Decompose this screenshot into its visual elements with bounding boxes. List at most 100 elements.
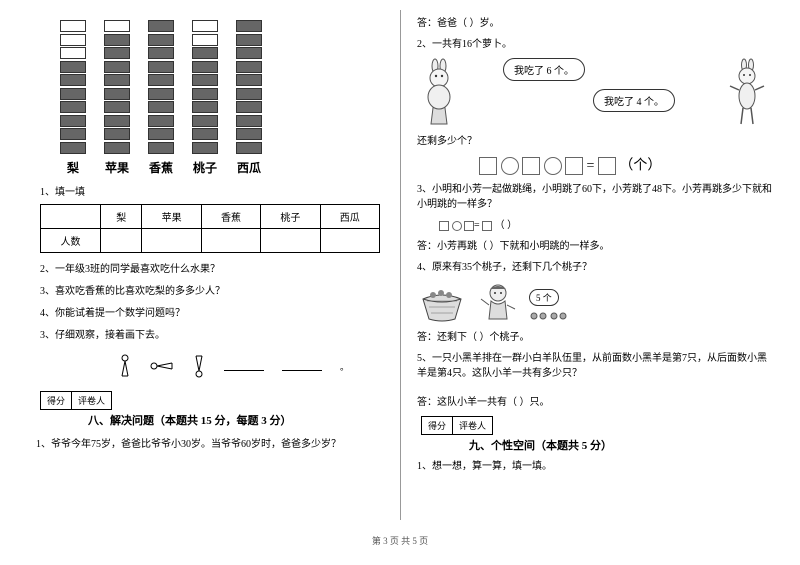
- eq-box-icon: [522, 157, 540, 175]
- chart-block: [192, 74, 218, 86]
- table-col: 桃子: [261, 205, 320, 229]
- small-circle-icon: [452, 221, 462, 231]
- chart-block: [192, 142, 218, 154]
- shape-3-icon: [192, 354, 206, 378]
- chart-block: [148, 20, 174, 32]
- table-col: 香蕉: [201, 205, 260, 229]
- table-cell: [142, 229, 201, 253]
- eq-suffix: （个）: [619, 158, 661, 173]
- rabbit-right-icon: [724, 58, 772, 128]
- small-peaches-icon: [529, 310, 569, 322]
- chart-block: [148, 61, 174, 73]
- section-8-title: 八、解决问题（本题共 15 分，每题 3 分）: [88, 412, 392, 428]
- score-label: 得分: [40, 391, 72, 410]
- q9-1-text: 1、想一想，算一算，填一填。: [417, 459, 772, 474]
- eq-circle-icon: [544, 157, 562, 175]
- chart-block: [192, 47, 218, 59]
- chart-label: 香蕉: [146, 159, 176, 176]
- basket-icon: [417, 281, 467, 323]
- small-box-icon: [464, 221, 474, 231]
- shape-pattern: 。: [118, 353, 392, 379]
- chart-block: [236, 128, 262, 140]
- speech-bubble-1: 我吃了 6 个。: [503, 58, 585, 81]
- chart-block: [104, 128, 130, 140]
- chart-block: [104, 20, 130, 32]
- equation-boxes: = （个）: [479, 155, 772, 176]
- page-container: 梨苹果香蕉桃子西瓜 1、填一填 梨 苹果 香蕉 桃子 西瓜 人数 2、一年级3班…: [0, 0, 800, 530]
- q4-text: 4、原来有35个桃子，还剩下几个桃子？: [417, 260, 772, 275]
- chart-block: [236, 34, 262, 46]
- score-box-right: 得分 评卷人: [421, 416, 772, 435]
- chart-label: 梨: [58, 159, 88, 176]
- row-header: 人数: [41, 229, 101, 253]
- speech-bubble-3: 5 个: [529, 289, 559, 306]
- table-col: 苹果: [142, 205, 201, 229]
- chart-block: [148, 74, 174, 86]
- score-label: 得分: [421, 416, 453, 435]
- chart-block: [60, 142, 86, 154]
- chart-block: [104, 34, 130, 46]
- chart-column: [146, 15, 176, 155]
- chart-block: [60, 47, 86, 59]
- q2-text: 2、一年级3班的同学最喜欢吃什么水果？: [40, 260, 392, 275]
- chart-block: [236, 61, 262, 73]
- chart-block: [148, 101, 174, 113]
- answer-5: 答：这队小羊一共有（ ）只。: [417, 395, 772, 410]
- chart-labels-row: 梨苹果香蕉桃子西瓜: [58, 159, 392, 176]
- fruit-bar-chart: [58, 15, 392, 155]
- chart-block: [60, 61, 86, 73]
- left-column: 梨苹果香蕉桃子西瓜 1、填一填 梨 苹果 香蕉 桃子 西瓜 人数 2、一年级3班…: [20, 10, 400, 520]
- chart-block: [60, 88, 86, 100]
- chart-block: [104, 61, 130, 73]
- section-9-title: 九、个性空间（本题共 5 分）: [469, 437, 772, 453]
- grader-label: 评卷人: [72, 391, 112, 410]
- page-footer: 第 3 页 共 5 页: [0, 534, 800, 547]
- q5-text: 5、一只小黑羊排在一群小白羊队伍里，从前面数小黑羊是第7只，从后面数小黑羊是第4…: [417, 351, 772, 381]
- answer-3: 答：小芳再跳（ ）下就和小明跳的一样多。: [417, 239, 772, 254]
- q4-text: 4、你能试着提一个数学问题吗？: [40, 304, 392, 319]
- chart-column: [234, 15, 264, 155]
- table-corner: [41, 205, 101, 229]
- rabbit-left-icon: [417, 58, 465, 128]
- chart-block: [192, 128, 218, 140]
- q1-label: 1、填一填: [40, 183, 392, 198]
- shape-1-icon: [118, 354, 132, 378]
- chart-label: 桃子: [190, 159, 220, 176]
- table-cell: [261, 229, 320, 253]
- chart-block: [104, 74, 130, 86]
- child-icon: [475, 281, 521, 323]
- eq-circle-icon: [501, 157, 519, 175]
- chart-block: [236, 47, 262, 59]
- chart-block: [104, 88, 130, 100]
- table-cell: [101, 229, 142, 253]
- q3-blank: （ ）: [495, 220, 518, 231]
- chart-block: [148, 128, 174, 140]
- chart-column: [102, 15, 132, 155]
- chart-block: [104, 142, 130, 154]
- period: 。: [340, 360, 349, 373]
- peach-illustration: 5 个: [417, 281, 772, 324]
- chart-column: [190, 15, 220, 155]
- chart-block: [236, 115, 262, 127]
- q2-label: 2、一共有16个萝卜。: [417, 37, 772, 52]
- q3-text: 3、小明和小芳一起做跳绳，小明跳了60下，小芳跳了48下。小芳再跳多少下就和小明…: [417, 182, 772, 212]
- chart-block: [148, 34, 174, 46]
- small-box-icon: [482, 221, 492, 231]
- table-cell: [320, 229, 379, 253]
- chart-block: [148, 115, 174, 127]
- chart-block: [104, 47, 130, 59]
- right-column: 答：爸爸（ ）岁。 2、一共有16个萝卜。 我吃了 6 个。 我吃了 4 个。: [400, 10, 780, 520]
- chart-block: [148, 88, 174, 100]
- answer-4: 答：还剩下（ ）个桃子。: [417, 330, 772, 345]
- chart-block: [148, 47, 174, 59]
- grader-label: 评卷人: [453, 416, 493, 435]
- small-eq: = （ ）: [439, 218, 772, 233]
- rabbit-illustration: 我吃了 6 个。 我吃了 4 个。: [417, 58, 772, 128]
- chart-block: [236, 101, 262, 113]
- chart-block: [60, 101, 86, 113]
- table-data-row: 人数: [41, 229, 380, 253]
- chart-block: [192, 88, 218, 100]
- chart-block: [236, 20, 262, 32]
- chart-block: [192, 115, 218, 127]
- chart-column: [58, 15, 88, 155]
